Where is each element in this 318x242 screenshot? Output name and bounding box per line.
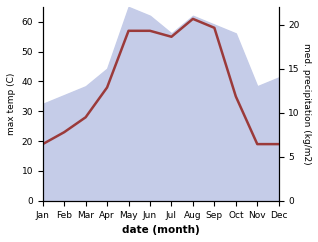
Y-axis label: max temp (C): max temp (C) bbox=[7, 73, 16, 135]
X-axis label: date (month): date (month) bbox=[122, 225, 200, 235]
Y-axis label: med. precipitation (kg/m2): med. precipitation (kg/m2) bbox=[302, 43, 311, 165]
